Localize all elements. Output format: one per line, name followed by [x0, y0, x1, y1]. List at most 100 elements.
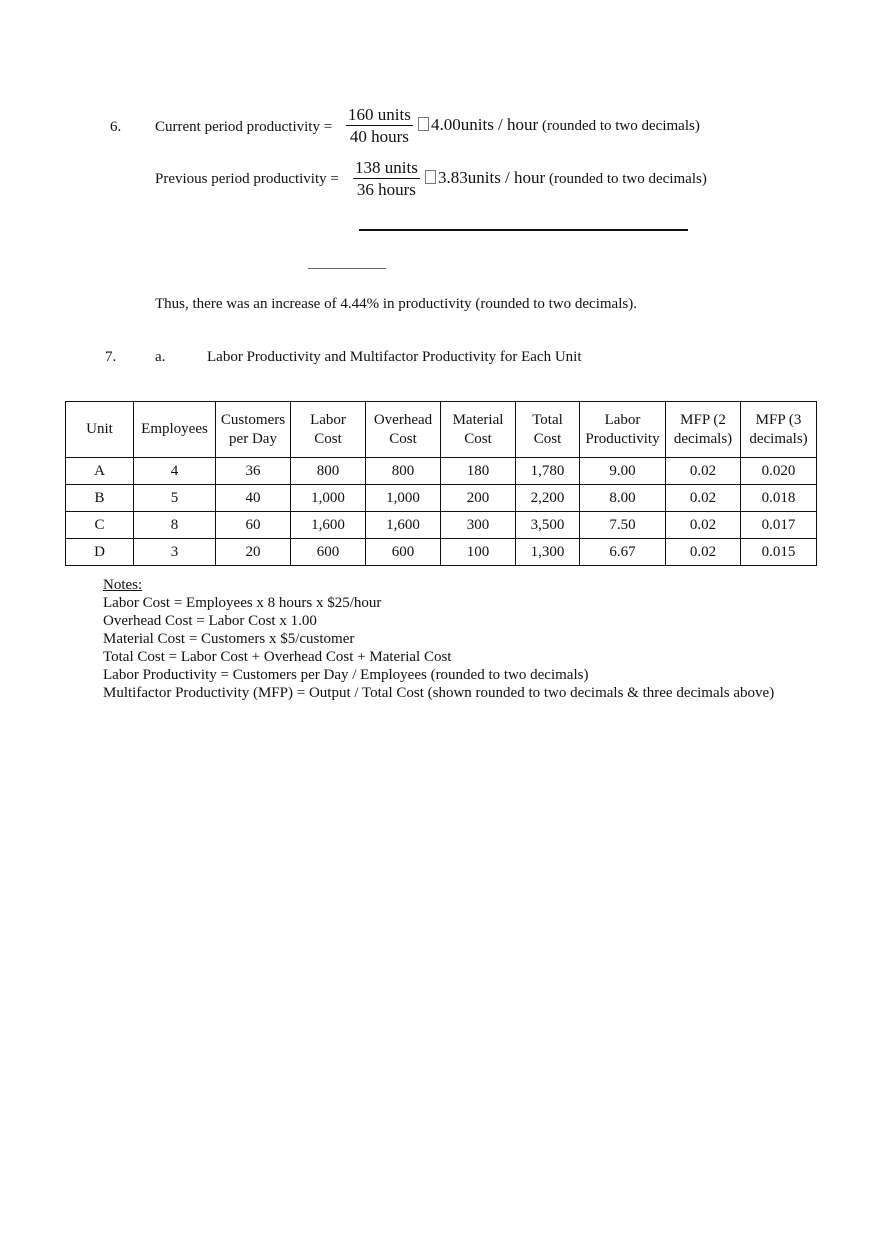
- table-cell: 180: [440, 457, 516, 485]
- header-line: Total: [532, 411, 563, 428]
- note-line: Material Cost = Customers x $5/customer: [103, 631, 355, 647]
- table-cell: 6.67: [579, 538, 666, 566]
- table-cell: 1,000: [365, 484, 441, 512]
- table-cell: 0.02: [665, 484, 741, 512]
- numerator: 160 units: [346, 105, 413, 126]
- header-line: per Day: [229, 430, 277, 447]
- header-line: Cost: [389, 430, 417, 447]
- result-value: 4.00: [431, 115, 461, 134]
- column-header: Unit: [65, 401, 134, 458]
- table-cell: 300: [440, 511, 516, 539]
- table-cell: D: [65, 538, 134, 566]
- result-note: (rounded to two decimals): [541, 118, 700, 134]
- question-number: 7.: [105, 349, 117, 365]
- table-cell: 0.020: [740, 457, 817, 485]
- column-header: Overhead Cost: [365, 401, 441, 458]
- question-number: 6.: [110, 119, 122, 135]
- result-value: 3.83: [438, 168, 468, 187]
- denominator: 36 hours: [356, 180, 416, 199]
- table-cell: 4: [133, 457, 216, 485]
- header-line: decimals): [749, 430, 808, 447]
- column-header: Total Cost: [515, 401, 580, 458]
- notes: Notes: Labor Cost = Employees x 8 hours …: [103, 576, 783, 702]
- table-cell: 1,300: [515, 538, 580, 566]
- column-header: Labor Productivity: [579, 401, 666, 458]
- table-row: B 5 40 1,000 1,000 200 2,200 8.00 0.02 0.018: [65, 484, 817, 512]
- current-fraction: 160 units 40 hours: [346, 105, 413, 148]
- header-line: Labor: [604, 411, 641, 428]
- table-header-row: Unit Employees Customers per Day Labor Cost Ov…: [65, 401, 817, 458]
- approx-symbol-icon: [418, 117, 429, 131]
- table-cell: 0.017: [740, 511, 817, 539]
- column-header: MFP (3 decimals): [740, 401, 817, 458]
- table-cell: 3: [133, 538, 216, 566]
- header-line: decimals): [673, 430, 733, 447]
- header-line: Overhead: [373, 411, 433, 428]
- table-cell: 1,600: [365, 511, 441, 539]
- header-line: Labor: [310, 411, 346, 428]
- numerator: 138 units: [353, 158, 420, 179]
- table-cell: 0.02: [665, 511, 741, 539]
- note-line: Labor Productivity = Customers per Day /…: [103, 667, 589, 683]
- current-label: Current period productivity =: [155, 119, 333, 135]
- productivity-table: Unit Employees Customers per Day Labor Cost Ov…: [65, 401, 817, 566]
- header-line: Cost: [314, 430, 342, 447]
- note-line: Multifactor Productivity (MFP) = Output …: [103, 685, 775, 701]
- table-cell: 7.50: [579, 511, 666, 539]
- table-cell: 40: [215, 484, 291, 512]
- table-cell: 60: [215, 511, 291, 539]
- divider-line: [359, 229, 688, 231]
- denominator: 40 hours: [349, 127, 409, 146]
- notes-heading: Notes:: [103, 577, 143, 593]
- table-cell: 2,200: [515, 484, 580, 512]
- header-line: Employees: [141, 421, 208, 437]
- header-line: Cost: [533, 430, 562, 447]
- result-unit: units / hour: [460, 115, 539, 134]
- table-cell: 1,000: [290, 484, 366, 512]
- result-unit: units / hour: [467, 168, 546, 187]
- table-cell: 600: [290, 538, 366, 566]
- table-cell: 20: [215, 538, 291, 566]
- table-cell: 100: [440, 538, 516, 566]
- table-cell: 0.015: [740, 538, 817, 566]
- divider-line: [308, 268, 386, 269]
- table-cell: C: [65, 511, 134, 539]
- header-line: Customers: [220, 411, 286, 428]
- table-cell: B: [65, 484, 134, 512]
- table-cell: 200: [440, 484, 516, 512]
- column-header: Customers per Day: [215, 401, 291, 458]
- result-note: (rounded to two decimals): [548, 171, 707, 187]
- table-row: D 3 20 600 600 100 1,300 6.67 0.02 0.015: [65, 538, 817, 566]
- header-line: MFP (3: [755, 411, 802, 428]
- header-line: Cost: [464, 430, 492, 447]
- table-row: C 8 60 1,600 1,600 300 3,500 7.50 0.02 0.017: [65, 511, 817, 539]
- table-cell: 600: [365, 538, 441, 566]
- previous-result: 3.83units / hour (rounded to two decimal…: [425, 168, 707, 188]
- header-line: Material: [452, 411, 504, 428]
- table-cell: 9.00: [579, 457, 666, 485]
- note-line: Total Cost = Labor Cost + Overhead Cost …: [103, 649, 452, 665]
- previous-fraction: 138 units 36 hours: [353, 158, 420, 201]
- note-line: Labor Cost = Employees x 8 hours x $25/h…: [103, 595, 382, 611]
- header-line: MFP (2: [680, 411, 726, 428]
- table-cell: 8.00: [579, 484, 666, 512]
- section-title: Labor Productivity and Multifactor Produ…: [207, 349, 582, 365]
- table-cell: 3,500: [515, 511, 580, 539]
- approx-symbol-icon: [425, 170, 436, 184]
- current-result: 4.00units / hour (rounded to two decimal…: [418, 115, 700, 135]
- table-cell: 1,600: [290, 511, 366, 539]
- table-cell: 8: [133, 511, 216, 539]
- table-cell: 36: [215, 457, 291, 485]
- table-cell: 0.02: [665, 457, 741, 485]
- table-cell: 5: [133, 484, 216, 512]
- column-header: Employees: [133, 401, 216, 458]
- table-cell: A: [65, 457, 134, 485]
- header-line: Unit: [86, 421, 113, 437]
- column-header: Material Cost: [440, 401, 516, 458]
- table-cell: 0.02: [665, 538, 741, 566]
- table-cell: 0.018: [740, 484, 817, 512]
- table-row: A 4 36 800 800 180 1,780 9.00 0.02 0.020: [65, 457, 817, 485]
- table-cell: 800: [365, 457, 441, 485]
- header-line: Productivity: [585, 430, 660, 447]
